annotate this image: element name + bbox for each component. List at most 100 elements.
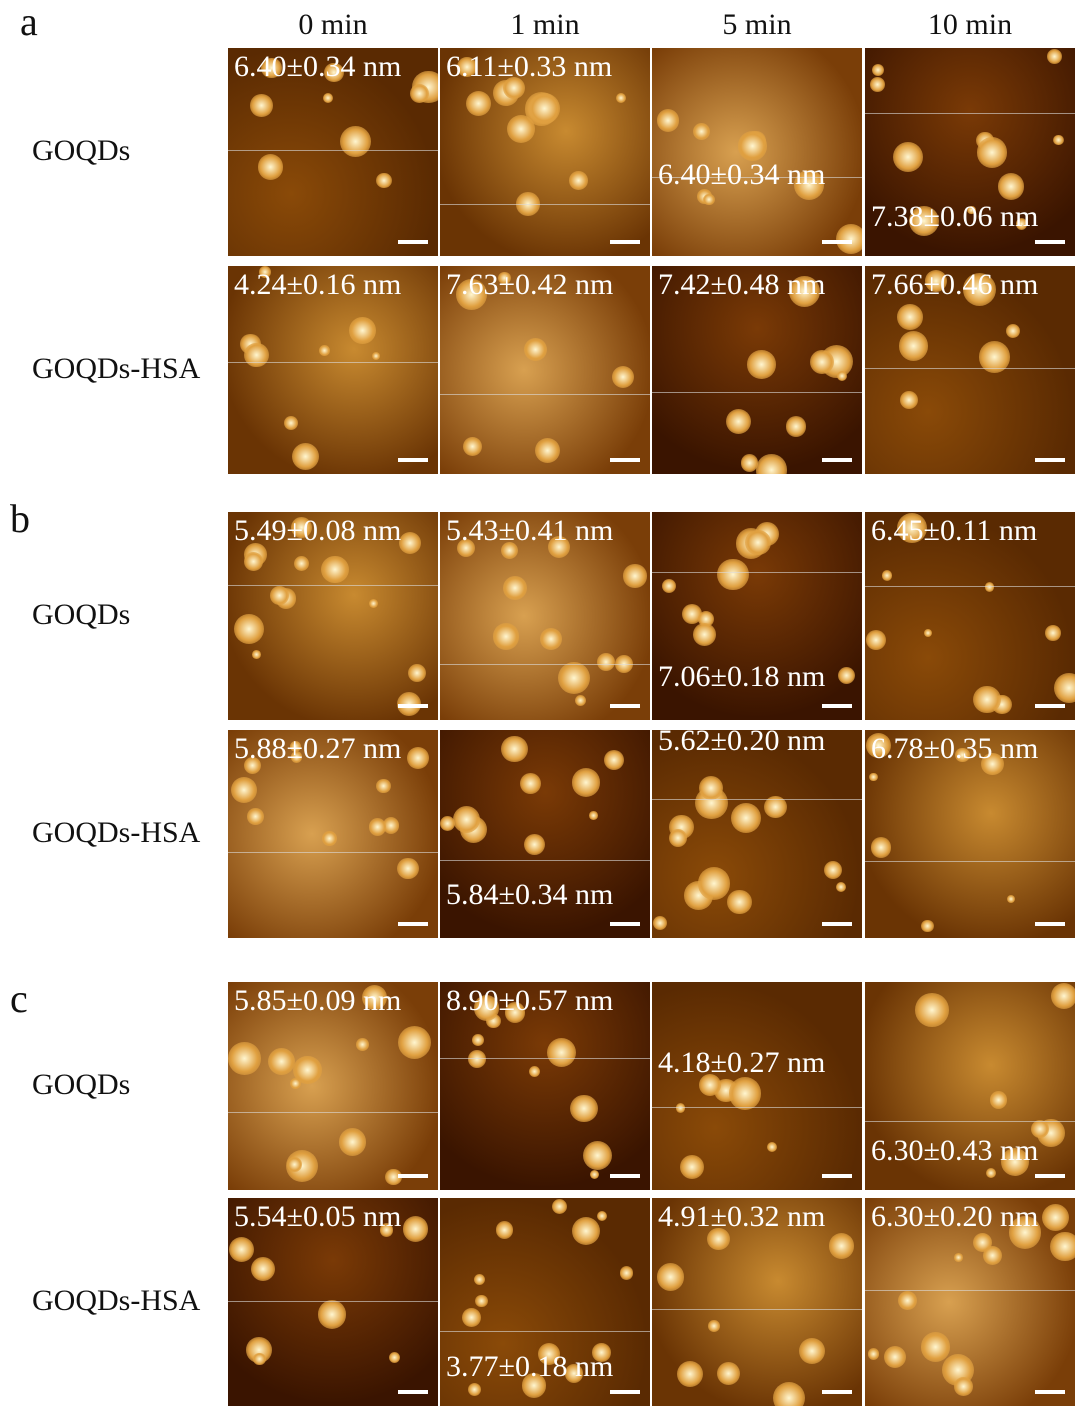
particle [340, 126, 371, 157]
particle [572, 768, 600, 796]
afm-image: 5.84±0.34 nm [440, 730, 650, 938]
particle [729, 1077, 762, 1110]
particle [569, 171, 588, 190]
particle [1054, 673, 1075, 703]
particle [389, 1352, 400, 1363]
column-header: 0 min [228, 8, 438, 42]
particle [318, 1300, 347, 1329]
particle [597, 653, 615, 671]
afm-image: 5.88±0.27 nm [228, 730, 438, 938]
scale-bar [398, 704, 428, 708]
particle [824, 861, 842, 879]
figure: 0 min1 min5 min10 minaGOQDs6.40±0.34 nm6… [0, 0, 1077, 1407]
particle [244, 343, 268, 367]
afm-image: 6.78±0.35 nm [865, 730, 1075, 938]
scale-bar [398, 1174, 428, 1178]
particle [954, 1253, 963, 1262]
particle [287, 1157, 301, 1171]
particle [921, 920, 934, 933]
height-label: 7.66±0.46 nm [871, 268, 1038, 302]
particle [247, 808, 264, 825]
particle [767, 1142, 777, 1152]
particle [408, 664, 426, 682]
particle [589, 811, 597, 819]
scale-bar [398, 1390, 428, 1394]
afm-image: 5.85±0.09 nm [228, 982, 438, 1190]
afm-image: 5.62±0.20 nm [652, 730, 862, 938]
particle [372, 352, 380, 360]
scan-line [228, 362, 438, 363]
particle [871, 837, 892, 858]
afm-image: 7.42±0.48 nm [652, 266, 862, 474]
particle [524, 338, 548, 362]
particle [507, 115, 535, 143]
particle [575, 695, 586, 706]
particle [356, 1038, 369, 1051]
particle [228, 1042, 261, 1075]
afm-image: 3.77±0.18 nm [440, 1198, 650, 1406]
particle [882, 570, 893, 581]
particle [234, 614, 264, 644]
particle [657, 1263, 685, 1291]
panel-label: a [20, 0, 38, 45]
particle [868, 1348, 879, 1359]
particle [493, 623, 519, 649]
height-label: 5.88±0.27 nm [234, 732, 401, 766]
row-label: GOQDs [32, 598, 130, 632]
height-label: 5.43±0.41 nm [446, 514, 613, 548]
scan-line [440, 1058, 650, 1059]
scan-line [865, 1121, 1075, 1122]
row-label: GOQDs-HSA [32, 352, 200, 386]
particle [872, 64, 884, 76]
particle [1047, 49, 1062, 64]
height-label: 6.78±0.35 nm [871, 732, 1038, 766]
scale-bar [398, 922, 428, 926]
particle [294, 556, 309, 571]
particle [653, 916, 667, 930]
particle [924, 629, 933, 638]
particle [693, 623, 716, 646]
row-label: GOQDs-HSA [32, 816, 200, 850]
particle [251, 1257, 275, 1281]
afm-image: 6.40±0.34 nm [652, 48, 862, 256]
particle [501, 736, 528, 763]
particle [973, 686, 1001, 714]
column-header: 10 min [865, 8, 1075, 42]
scale-bar [822, 240, 852, 244]
scale-bar [1035, 240, 1065, 244]
particle [503, 576, 527, 600]
particle [703, 194, 714, 205]
particle [680, 1155, 704, 1179]
scan-line [228, 585, 438, 586]
height-label: 4.91±0.32 nm [658, 1200, 825, 1234]
particle [1050, 1232, 1075, 1262]
particle [552, 1199, 567, 1214]
particle [293, 1056, 322, 1085]
particle [837, 371, 847, 381]
scale-bar [398, 458, 428, 462]
afm-image: 4.91±0.32 nm [652, 1198, 862, 1406]
column-header: 5 min [652, 8, 862, 42]
particle [623, 564, 646, 587]
particle [897, 304, 923, 330]
particle [829, 1233, 855, 1259]
particle [529, 93, 560, 124]
particle [520, 773, 541, 794]
particle [349, 317, 376, 344]
scale-bar [822, 1174, 852, 1178]
afm-image: 6.45±0.11 nm [865, 512, 1075, 720]
scale-bar [1035, 704, 1065, 708]
particle [403, 1216, 428, 1241]
particle [376, 779, 391, 794]
scan-line [865, 586, 1075, 587]
scan-line [440, 664, 650, 665]
particle [699, 776, 723, 800]
particle [229, 1237, 254, 1262]
particle [708, 1320, 720, 1332]
particle [319, 345, 330, 356]
afm-image: 4.24±0.16 nm [228, 266, 438, 474]
particle [570, 1095, 597, 1122]
particle [590, 1170, 599, 1179]
scan-line [228, 150, 438, 151]
row-label: GOQDs [32, 1068, 130, 1102]
